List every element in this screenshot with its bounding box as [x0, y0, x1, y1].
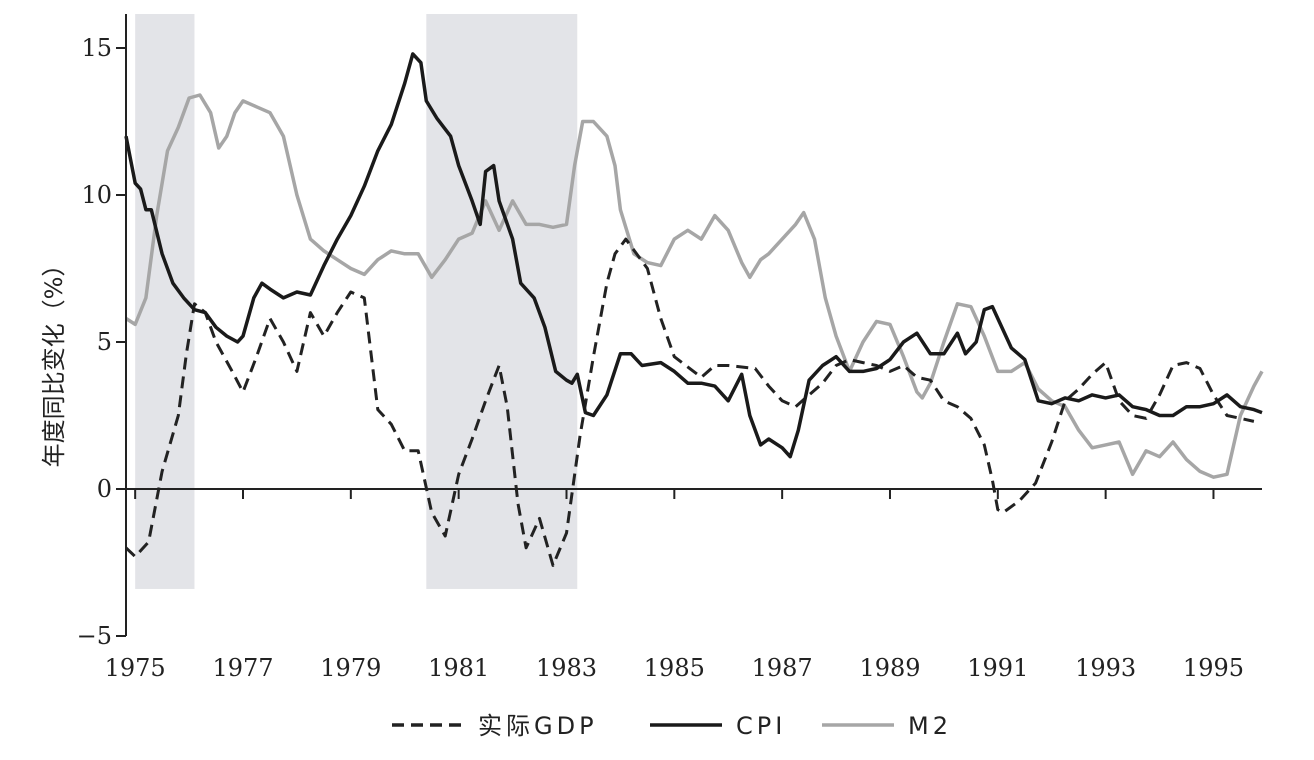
x-tick-label: 1991 [967, 654, 1028, 682]
x-tick-label: 1979 [320, 654, 381, 682]
legend-label: 实际GDP [478, 712, 598, 740]
x-tick-label: 1995 [1183, 654, 1244, 682]
legend-label: CPI [736, 712, 786, 740]
x-tick-label: 1993 [1075, 654, 1136, 682]
x-axis-ticks: 1975 1977 1979 1981 1983 1985 1987 1989 1991 1993… [105, 489, 1244, 682]
axes [125, 14, 1262, 636]
x-tick-label: 1983 [536, 654, 597, 682]
x-tick-label: 1981 [428, 654, 489, 682]
recession-band-2 [426, 14, 578, 589]
x-tick-label: 1985 [644, 654, 705, 682]
series-line-cpi [124, 52, 1263, 459]
series-line-m2 [125, 93, 1264, 479]
y-tick-label: −5 [77, 622, 112, 650]
y-tick-label: 15 [81, 34, 112, 62]
x-tick-label: 1989 [859, 654, 920, 682]
y-axis-title: 年度同比变化（%） [40, 253, 68, 468]
y-tick-label: 0 [97, 475, 112, 503]
y-tick-label: 10 [81, 181, 112, 209]
legend: 实际GDP CPI M2 [392, 712, 952, 740]
series-line-gdp [124, 237, 1255, 567]
x-tick-label: 1977 [212, 654, 273, 682]
series-lines [124, 52, 1264, 567]
x-tick-label: 1987 [752, 654, 813, 682]
x-tick-label: 1975 [105, 654, 166, 682]
y-tick-label: 5 [97, 328, 112, 356]
legend-label: M2 [908, 712, 952, 740]
y-axis-ticks: −5 0 5 10 15 [77, 34, 126, 650]
